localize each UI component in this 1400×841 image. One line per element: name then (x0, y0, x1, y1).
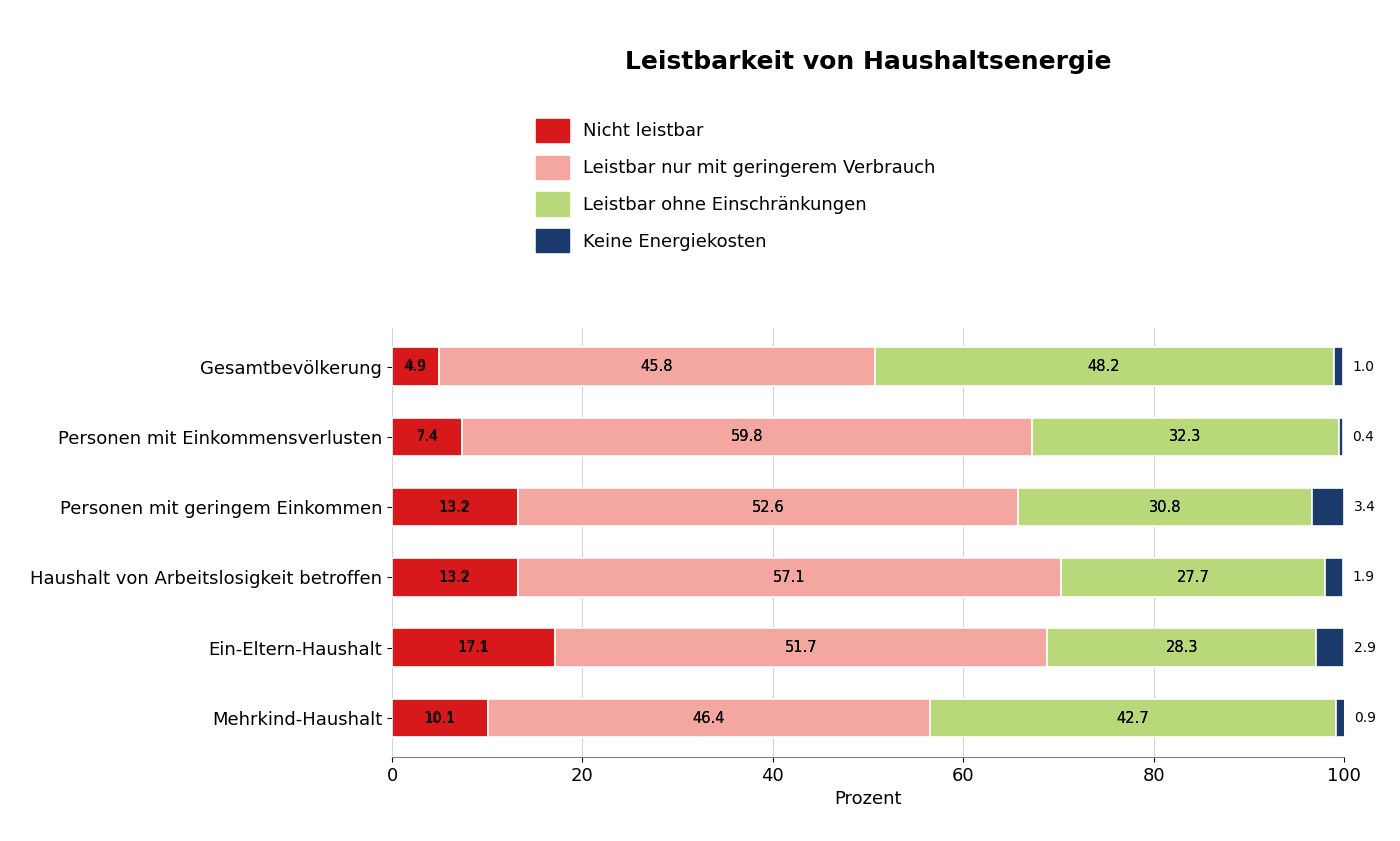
Text: 51.7: 51.7 (784, 640, 818, 655)
Bar (489, 699, 930, 738)
Text: 48.2: 48.2 (1088, 359, 1120, 374)
Text: 48.2: 48.2 (1088, 359, 1120, 374)
Text: 46.4: 46.4 (693, 711, 725, 726)
Text: 28.3: 28.3 (1165, 640, 1198, 655)
Bar (1312, 488, 1344, 526)
Bar (554, 628, 1047, 667)
Text: 59.8: 59.8 (731, 430, 763, 444)
Text: 17.1: 17.1 (459, 641, 489, 654)
Bar (1061, 558, 1324, 597)
Text: 52.6: 52.6 (752, 500, 784, 515)
Text: 45.8: 45.8 (640, 359, 673, 374)
Text: 13.2: 13.2 (438, 570, 470, 585)
Bar (518, 558, 1061, 597)
Text: 57.1: 57.1 (773, 570, 806, 585)
Bar (1340, 417, 1343, 456)
Text: 30.8: 30.8 (1149, 500, 1182, 515)
Text: 13.2: 13.2 (440, 500, 469, 514)
Text: 57.1: 57.1 (773, 570, 806, 585)
X-axis label: Prozent: Prozent (834, 791, 902, 808)
Bar (462, 417, 1032, 456)
Text: 46.4: 46.4 (693, 711, 725, 726)
Text: 27.7: 27.7 (1176, 570, 1210, 585)
Text: Leistbarkeit von Haushaltsenergie: Leistbarkeit von Haushaltsenergie (624, 50, 1112, 75)
Text: 7.4: 7.4 (416, 430, 440, 444)
Bar (930, 699, 1337, 738)
Text: 10.1: 10.1 (426, 711, 455, 725)
Text: 1.9: 1.9 (1352, 570, 1375, 584)
Text: 45.8: 45.8 (640, 359, 673, 374)
Text: 13.2: 13.2 (438, 500, 470, 515)
Bar (1334, 347, 1343, 386)
Bar (1324, 558, 1343, 597)
Bar (392, 558, 518, 597)
Bar (392, 699, 489, 738)
Text: 1.0: 1.0 (1352, 360, 1375, 373)
Text: 4.9: 4.9 (403, 359, 427, 374)
Bar (1032, 417, 1340, 456)
Bar (518, 488, 1018, 526)
Bar (392, 347, 438, 386)
Bar (1337, 699, 1345, 738)
Text: 7.4: 7.4 (417, 431, 438, 443)
Text: 13.2: 13.2 (440, 571, 469, 584)
Legend: Nicht leistbar, Leistbar nur mit geringerem Verbrauch, Leistbar ohne Einschränku: Nicht leistbar, Leistbar nur mit geringe… (526, 110, 945, 262)
Text: 27.7: 27.7 (1176, 570, 1210, 585)
Text: 32.3: 32.3 (1169, 430, 1201, 444)
Text: 10.1: 10.1 (424, 711, 456, 726)
Text: 4.9: 4.9 (405, 360, 426, 373)
Text: 0.4: 0.4 (1352, 430, 1375, 444)
Text: 32.3: 32.3 (1169, 430, 1201, 444)
Bar (875, 347, 1334, 386)
Text: 42.7: 42.7 (1117, 711, 1149, 726)
Bar (392, 417, 462, 456)
Bar (1018, 488, 1312, 526)
Text: 30.8: 30.8 (1149, 500, 1182, 515)
Bar (392, 628, 554, 667)
Text: 28.3: 28.3 (1165, 640, 1198, 655)
Text: 51.7: 51.7 (784, 640, 818, 655)
Bar (438, 347, 875, 386)
Text: 17.1: 17.1 (456, 640, 490, 655)
Text: 52.6: 52.6 (752, 500, 784, 515)
Bar (1047, 628, 1316, 667)
Text: 59.8: 59.8 (731, 430, 763, 444)
Text: 42.7: 42.7 (1117, 711, 1149, 726)
Bar (392, 488, 518, 526)
Text: 3.4: 3.4 (1354, 500, 1375, 514)
Text: 0.9: 0.9 (1354, 711, 1376, 725)
Bar (1316, 628, 1344, 667)
Text: 2.9: 2.9 (1354, 641, 1376, 655)
